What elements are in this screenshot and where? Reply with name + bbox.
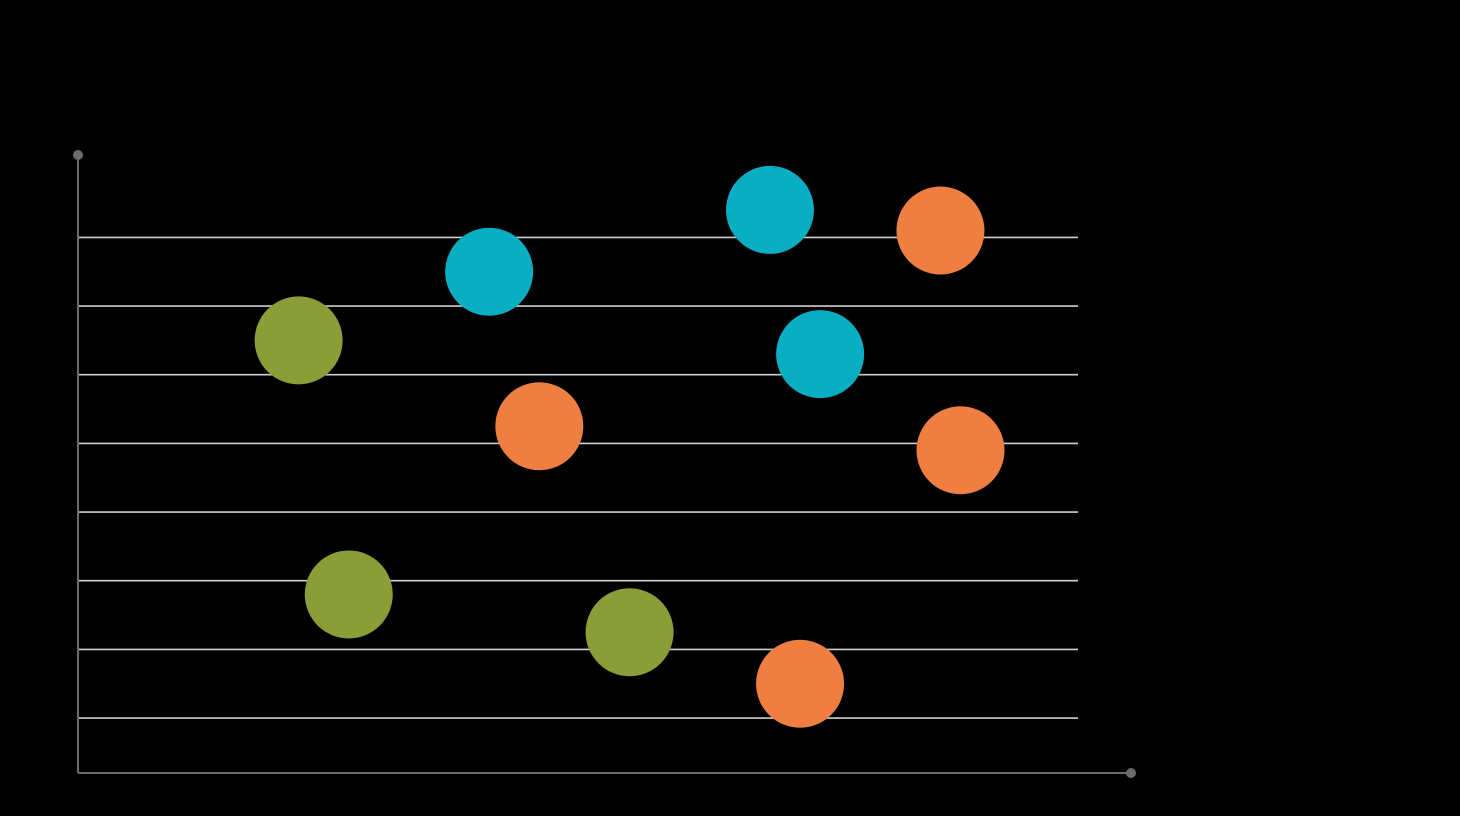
data-point-s1-3 xyxy=(585,588,674,677)
data-points xyxy=(254,165,1005,728)
data-point-s3-3 xyxy=(916,406,1005,495)
x-axis-end-marker xyxy=(1126,768,1136,778)
data-point-s1-2 xyxy=(304,550,393,639)
y-axis-end-marker xyxy=(73,150,83,160)
data-point-s3-1 xyxy=(495,382,584,471)
data-point-s2-1 xyxy=(445,227,534,316)
axes xyxy=(73,150,1136,778)
data-point-s1-1 xyxy=(254,296,343,385)
data-point-s3-4 xyxy=(756,639,845,728)
data-point-s3-2 xyxy=(896,186,985,275)
data-point-s2-2 xyxy=(725,165,814,254)
data-point-s2-3 xyxy=(776,310,865,399)
